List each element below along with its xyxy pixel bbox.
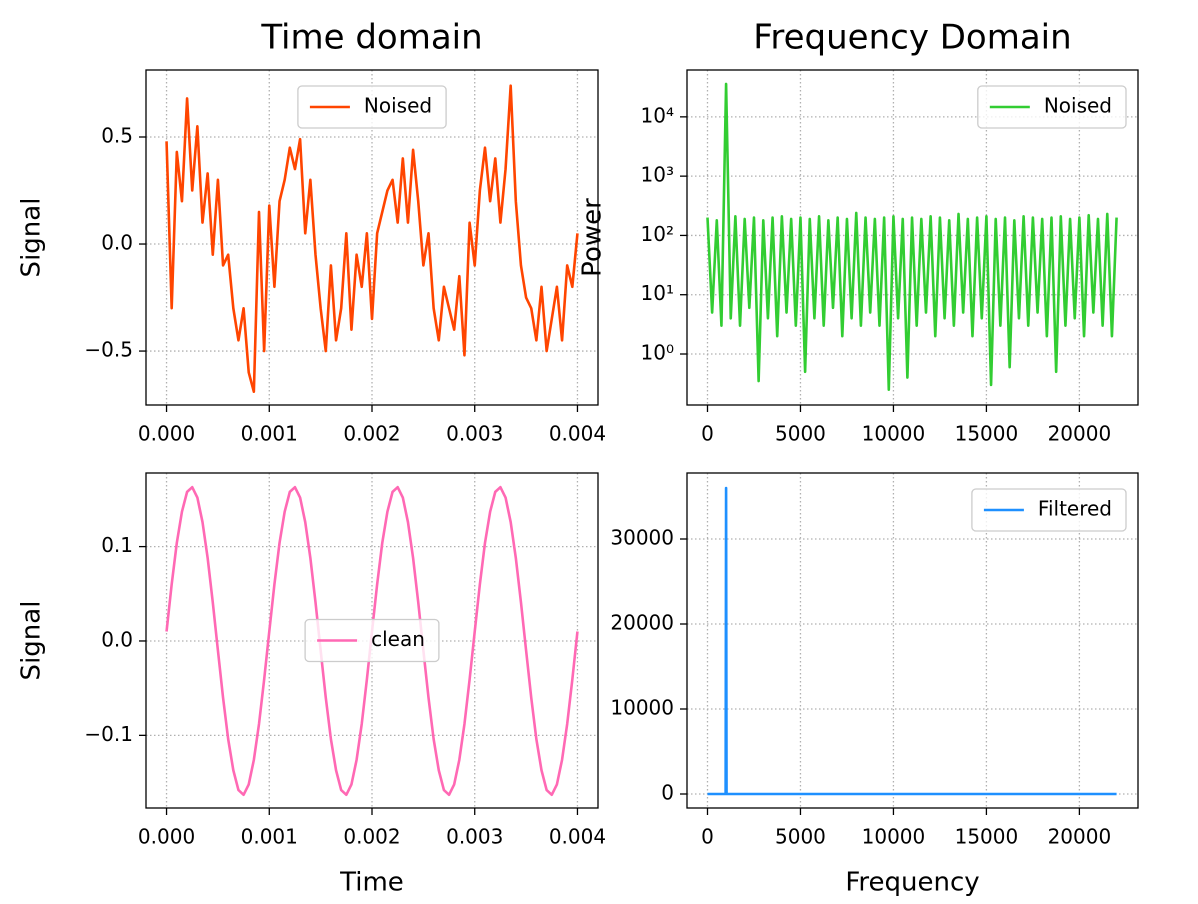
x-tick-label: 15000: [955, 825, 1019, 849]
x-tick-label: 5000: [775, 825, 826, 849]
legend: Filtered: [971, 488, 1127, 532]
y-tick-label: −0.1: [84, 722, 133, 746]
y-tick-label: 10¹: [641, 281, 674, 305]
y-tick-label: 10⁴: [641, 103, 674, 127]
x-tick-label: 20000: [1048, 825, 1112, 849]
y-tick-label: 0: [661, 781, 674, 805]
legend-frame: [971, 488, 1127, 532]
x-tick-label: 0.000: [138, 825, 195, 849]
y-tick-label: 20000: [610, 611, 674, 635]
y-axis-label: Signal: [17, 601, 47, 681]
y-tick-label: 10000: [610, 696, 674, 720]
x-tick-label: 10000: [862, 422, 926, 446]
legend: Noised: [977, 85, 1127, 129]
x-tick-label: 0.002: [343, 825, 400, 849]
axes-frame: [686, 472, 1139, 809]
x-tick-label: 0.001: [241, 422, 298, 446]
x-tick-label: 0.001: [241, 825, 298, 849]
legend-label: Filtered: [1038, 497, 1112, 521]
y-tick-label: −0.5: [84, 338, 133, 362]
chart-title: Time domain: [260, 18, 482, 58]
x-tick-label: 0.000: [138, 422, 195, 446]
data-line: [165, 84, 579, 394]
y-tick-label: 0.1: [101, 533, 133, 557]
x-axis-label: Time: [339, 868, 404, 898]
x-tick-label: 20000: [1048, 422, 1112, 446]
legend: Noised: [297, 85, 447, 129]
x-tick-label: 0.003: [446, 422, 503, 446]
x-tick-label: 15000: [955, 422, 1019, 446]
x-tick-label: 0: [701, 422, 714, 446]
x-tick-label: 0.002: [343, 422, 400, 446]
y-axis-label: Signal: [17, 198, 47, 278]
legend-frame: [297, 85, 447, 129]
x-tick-label: 0.004: [549, 422, 606, 446]
y-tick-label: 0.5: [101, 124, 133, 148]
legend-label: Noised: [1044, 94, 1112, 118]
legend-frame: [977, 85, 1127, 129]
y-tick-label: 0.0: [101, 627, 133, 651]
x-tick-label: 5000: [775, 422, 826, 446]
axes-frame: [145, 69, 599, 406]
x-tick-label: 0: [701, 825, 714, 849]
y-tick-label: 30000: [610, 526, 674, 550]
data-line: [707, 486, 1117, 796]
legend-frame: [304, 618, 440, 663]
y-axis-label: Power: [578, 198, 608, 277]
legend-label: Noised: [364, 94, 432, 118]
x-tick-label: 0.003: [446, 825, 503, 849]
chart-title: Frequency Domain: [753, 18, 1071, 58]
y-tick-label: 0.0: [101, 231, 133, 255]
legend: clean: [304, 618, 440, 663]
x-tick-label: 0.004: [549, 825, 606, 849]
y-tick-label: 10³: [641, 163, 674, 187]
x-tick-label: 10000: [862, 825, 926, 849]
y-tick-label: 10⁰: [641, 341, 674, 365]
data-line: [706, 82, 1118, 391]
axes-frame: [686, 69, 1139, 406]
x-axis-label: Frequency: [845, 868, 979, 898]
y-tick-label: 10²: [641, 222, 674, 246]
axes-frame: [145, 472, 599, 809]
legend-label: clean: [371, 627, 425, 651]
